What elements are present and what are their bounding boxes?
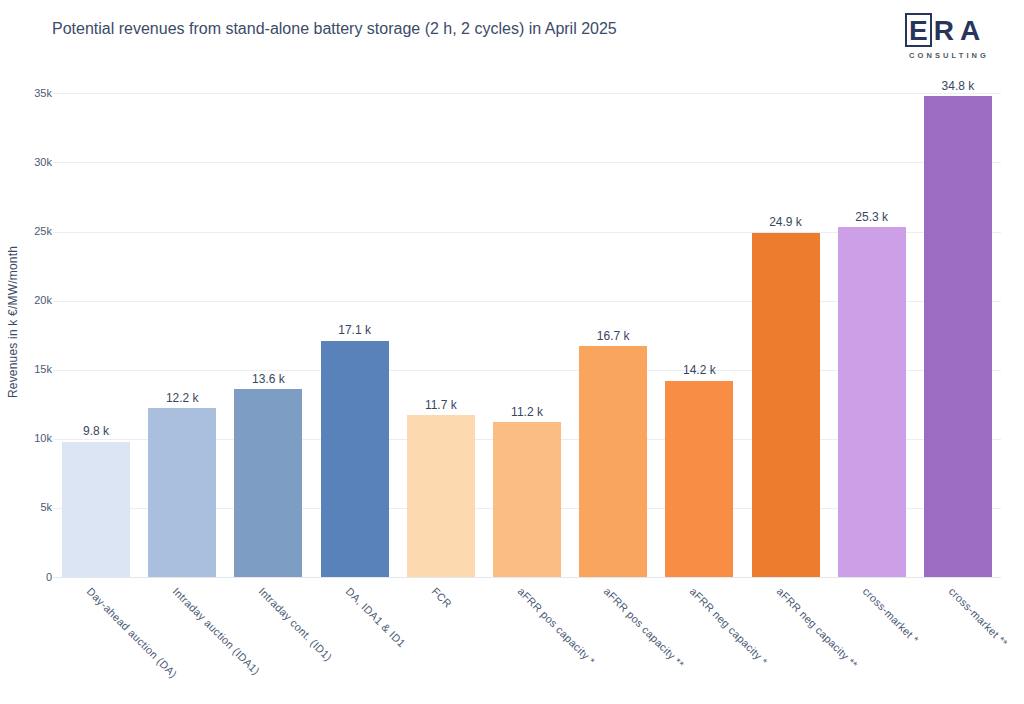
x-tick-label: cross-market ** (946, 585, 1010, 649)
x-tick-label: aFRR neg capacity * (688, 585, 771, 668)
bar-value-label: 9.8 k (56, 424, 136, 438)
x-tick-label: aFRR pos capacity ** (602, 585, 687, 670)
bar-8[interactable] (665, 381, 733, 577)
y-tick-label: 30k (12, 156, 52, 168)
y-tick-label: 5k (12, 501, 52, 513)
y-tick-label: 35k (12, 87, 52, 99)
y-tick-label: 20k (12, 294, 52, 306)
bar-value-label: 24.9 k (746, 215, 826, 229)
bar-3[interactable] (234, 389, 302, 577)
bar-4[interactable] (321, 341, 389, 577)
bar-2[interactable] (148, 408, 216, 577)
bar-chart: Potential revenues from stand-alone batt… (0, 0, 1024, 704)
y-tick-label: 0 (12, 571, 52, 583)
gridline (53, 93, 1001, 94)
bar-value-label: 16.7 k (573, 329, 653, 343)
bar-7[interactable] (579, 346, 647, 577)
bar-value-label: 14.2 k (659, 363, 739, 377)
bar-11[interactable] (924, 96, 992, 577)
x-tick-label: DA, IDA1 & ID1 (343, 585, 408, 650)
chart-title: Potential revenues from stand-alone batt… (52, 20, 617, 38)
x-tick-label: aFRR pos capacity * (516, 585, 598, 667)
bar-6[interactable] (493, 422, 561, 577)
y-tick-label: 10k (12, 432, 52, 444)
y-axis-title: Revenues in k €/MW/month (6, 317, 20, 327)
era-consulting-logo: ERA CONSULTING (909, 17, 999, 60)
bar-1[interactable] (62, 442, 130, 577)
bar-value-label: 11.2 k (487, 405, 567, 419)
logo-era-text: ERA (909, 17, 999, 45)
bar-value-label: 12.2 k (142, 391, 222, 405)
x-tick-label: FCR (429, 585, 454, 610)
y-tick-label: 15k (12, 363, 52, 375)
x-tick-label: Day-ahead auction (DA) (85, 585, 180, 680)
bar-value-label: 34.8 k (918, 79, 998, 93)
logo-consulting-text: CONSULTING (909, 51, 999, 60)
logo-letters-ra: RA (934, 15, 986, 46)
bar-10[interactable] (838, 227, 906, 577)
x-tick-label: Intraday auction (IDA1) (171, 585, 263, 677)
bar-value-label: 11.7 k (401, 398, 481, 412)
bar-5[interactable] (407, 415, 475, 577)
logo-letter-e: E (909, 17, 934, 45)
bar-value-label: 25.3 k (832, 210, 912, 224)
bar-9[interactable] (752, 233, 820, 577)
x-tick-label: Intraday cont. (ID1) (257, 585, 335, 663)
bar-value-label: 13.6 k (228, 372, 308, 386)
x-tick-label: aFRR neg capacity ** (774, 585, 860, 671)
x-axis-line (53, 577, 1001, 578)
x-tick-label: cross-market * (860, 585, 921, 646)
bar-value-label: 17.1 k (315, 323, 395, 337)
y-tick-label: 25k (12, 225, 52, 237)
gridline (53, 162, 1001, 163)
